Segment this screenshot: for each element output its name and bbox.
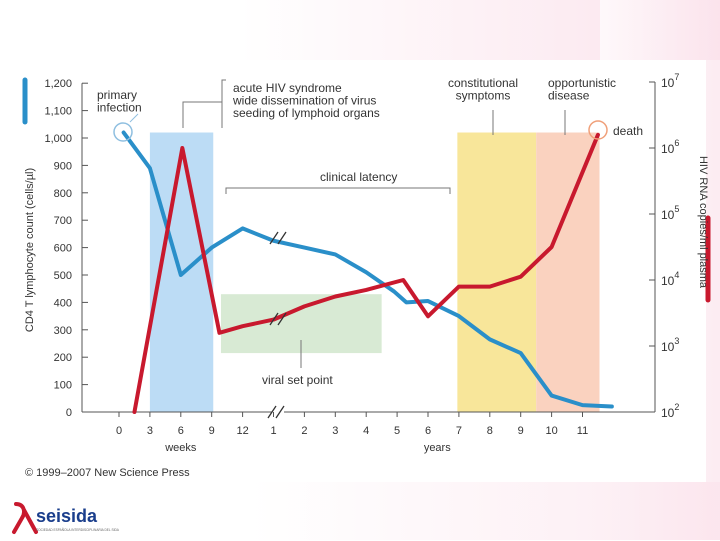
x-tick-label: 11 <box>577 425 588 437</box>
right-tick-label: 102 <box>661 402 679 420</box>
right-axis-title: HIV RNA copies/ml plasma <box>697 156 709 289</box>
left-tick-label: 500 <box>54 270 72 282</box>
x-tick-label: 3 <box>332 425 338 437</box>
primary-infection-pointer <box>129 113 139 123</box>
right-tick-label: 106 <box>661 138 679 156</box>
annot-opportunistic-disease-line: opportunistic <box>548 76 616 90</box>
hiv-rna-line <box>132 132 600 414</box>
seisida-logo: seisida SOCIEDAD ESPAÑOLA INTERDISCIPLIN… <box>10 500 140 536</box>
x-tick-label: 9 <box>209 425 215 437</box>
annot-acute-syndrome-line: acute HIV syndrome <box>233 81 342 95</box>
x-tick-label: 7 <box>456 425 462 437</box>
x-tick-label: 9 <box>518 425 524 437</box>
left-tick-label: 700 <box>54 215 72 227</box>
right-tick-label: 104 <box>661 270 679 288</box>
x-tick-label: 0 <box>116 425 122 437</box>
annot-acute-syndrome-line: seeding of lymphoid organs <box>233 106 380 120</box>
left-axis-title: CD4 T lymphocyte count (cells/µl) <box>24 168 36 332</box>
annot-clinical-latency: clinical latency <box>320 170 397 184</box>
annot-primary-infection-line: primary <box>97 88 137 102</box>
x-tick-label: 6 <box>425 425 431 437</box>
x-axis-weeks-label: weeks <box>164 442 197 454</box>
axes: 01002003004005006007008009001,0001,1001,… <box>22 72 711 454</box>
annot-primary-infection-line: infection <box>97 101 142 115</box>
red-ribbon-icon <box>12 502 38 534</box>
logo-tagline: SOCIEDAD ESPAÑOLA INTERDISCIPLINARIA DEL… <box>36 527 120 532</box>
right-tick-label: 103 <box>661 336 679 354</box>
primary-infection-circle <box>113 122 133 142</box>
death-circle <box>588 120 608 140</box>
left-tick-label: 200 <box>54 352 72 364</box>
left-tick-label: 600 <box>54 243 72 255</box>
left-tick-label: 1,100 <box>44 106 72 118</box>
annot-opportunistic-disease-line: disease <box>548 89 590 103</box>
x-tick-label: 8 <box>487 425 493 437</box>
left-tick-label: 800 <box>54 188 72 200</box>
x-tick-label: 10 <box>545 425 557 437</box>
x-axis-break-mark <box>267 405 285 419</box>
rna-line-break-mark <box>269 312 287 326</box>
series-lines <box>121 130 614 414</box>
acute-syndrome-bracket <box>182 79 226 128</box>
x-tick-label: 1 <box>270 425 276 437</box>
left-tick-label: 900 <box>54 160 72 172</box>
x-axis-years-label: years <box>424 442 451 454</box>
left-tick-label: 100 <box>54 380 72 392</box>
copyright-text: © 1999–2007 New Science Press <box>25 467 190 479</box>
right-tick-label: 105 <box>661 204 679 222</box>
annot-acute-syndrome-line: wide dissemination of virus <box>232 94 376 108</box>
right-tick-label: 107 <box>661 72 679 90</box>
left-tick-label: 400 <box>54 297 72 309</box>
x-tick-label: 6 <box>178 425 184 437</box>
annot-constitutional-symptoms-line: symptoms <box>456 89 511 103</box>
annot-viral-set-point: viral set point <box>262 373 333 387</box>
clinical-latency-bracket <box>225 187 451 194</box>
x-tick-label: 5 <box>394 425 400 437</box>
left-tick-label: 1,000 <box>44 133 72 145</box>
logo-brand: seisida <box>36 506 98 526</box>
annot-constitutional-symptoms-line: constitutional <box>448 76 518 90</box>
cd4-line-break-mark <box>269 231 287 245</box>
cd4-count-line <box>121 130 614 409</box>
annot-death: death <box>613 124 643 138</box>
x-tick-label: 3 <box>147 425 153 437</box>
left-tick-label: 1,200 <box>44 78 72 90</box>
left-tick-label: 300 <box>54 325 72 337</box>
left-tick-label: 0 <box>66 407 72 419</box>
region-opportunistic <box>536 132 600 412</box>
x-tick-label: 2 <box>301 425 307 437</box>
x-tick-label: 4 <box>363 425 369 437</box>
x-tick-label: 12 <box>236 425 248 437</box>
